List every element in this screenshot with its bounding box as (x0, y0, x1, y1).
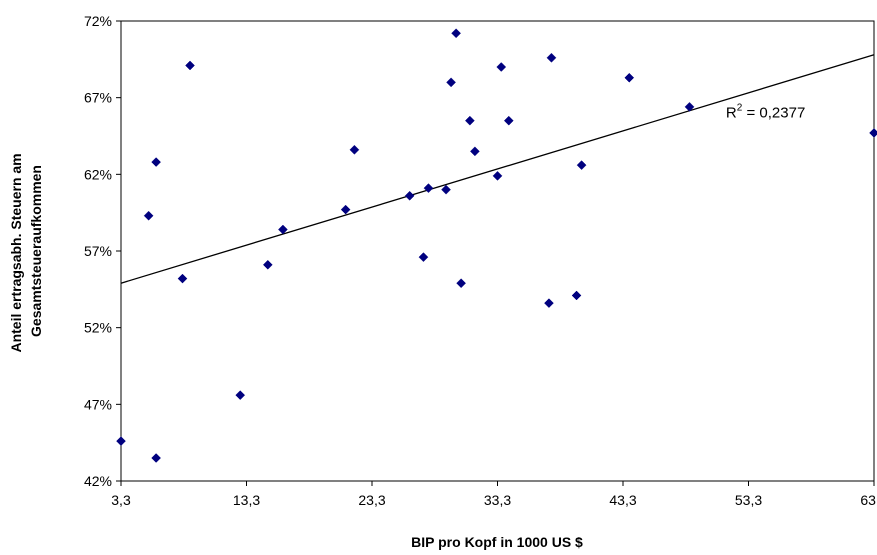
data-point (177, 273, 188, 284)
data-point (404, 190, 415, 201)
r-squared-value: = 0,2377 (742, 105, 805, 122)
data-point (340, 204, 351, 215)
data-point (456, 278, 466, 289)
y-tick-label: 72% (84, 13, 112, 29)
data-point (451, 28, 461, 39)
data-point (185, 60, 195, 71)
data-point (470, 146, 480, 157)
trendline-group (120, 54, 875, 284)
data-point (465, 115, 475, 126)
data-point (151, 157, 161, 167)
data-point (235, 390, 246, 400)
data-point (441, 184, 451, 195)
data-point (143, 210, 154, 221)
y-axis-title-line-1: Anteil ertragsabh. Steuern am (8, 153, 24, 352)
x-tick-label: 3,3 (111, 492, 131, 508)
data-point (116, 436, 126, 446)
data-point (151, 453, 161, 463)
y-tick-label: 67% (84, 90, 112, 106)
data-point (544, 298, 554, 308)
data-point (492, 171, 503, 181)
r-squared-superscript: 2 (737, 103, 743, 114)
r-squared-base: R (726, 105, 737, 122)
r-squared-annotation: R2 = 0,2377 (726, 103, 805, 122)
y-tick-label: 42% (84, 473, 112, 489)
x-axis: 3,3 13,3 23,3 33,3 43,3 53,3 63,3 (111, 481, 877, 508)
y-axis-title-line-2: Gesamtsteueraufkommen (28, 165, 44, 337)
data-point (496, 62, 507, 72)
data-point (684, 102, 695, 112)
data-point (624, 72, 635, 83)
data-point (869, 128, 877, 138)
y-axis-title: Anteil ertragsabh. Steuern am Gesamtsteu… (8, 149, 44, 352)
x-tick-label: 13,3 (233, 492, 260, 508)
data-point (576, 160, 587, 170)
data-point (349, 144, 360, 155)
data-point (571, 290, 582, 301)
x-tick-label: 33,3 (484, 492, 511, 508)
trendline (120, 54, 875, 284)
y-axis: 42% 47% 52% 57% 62% 67% 72% (84, 13, 121, 489)
data-point (278, 224, 288, 235)
y-tick-label: 62% (84, 166, 112, 182)
data-point (446, 77, 456, 88)
data-point (546, 52, 557, 63)
data-point (503, 115, 514, 126)
data-point (423, 183, 434, 193)
x-tick-label: 53,3 (735, 492, 762, 508)
data-points (116, 28, 877, 463)
x-tick-label: 63,3 (860, 492, 877, 508)
y-tick-label: 52% (84, 320, 112, 336)
plot-area (120, 20, 875, 482)
data-point (418, 252, 429, 262)
x-tick-label: 23,3 (358, 492, 385, 508)
y-tick-label: 57% (84, 243, 112, 259)
data-point (262, 259, 273, 270)
x-axis-title: BIP pro Kopf in 1000 US $ (411, 534, 583, 550)
y-tick-label: 47% (84, 396, 112, 412)
x-tick-label: 43,3 (609, 492, 636, 508)
